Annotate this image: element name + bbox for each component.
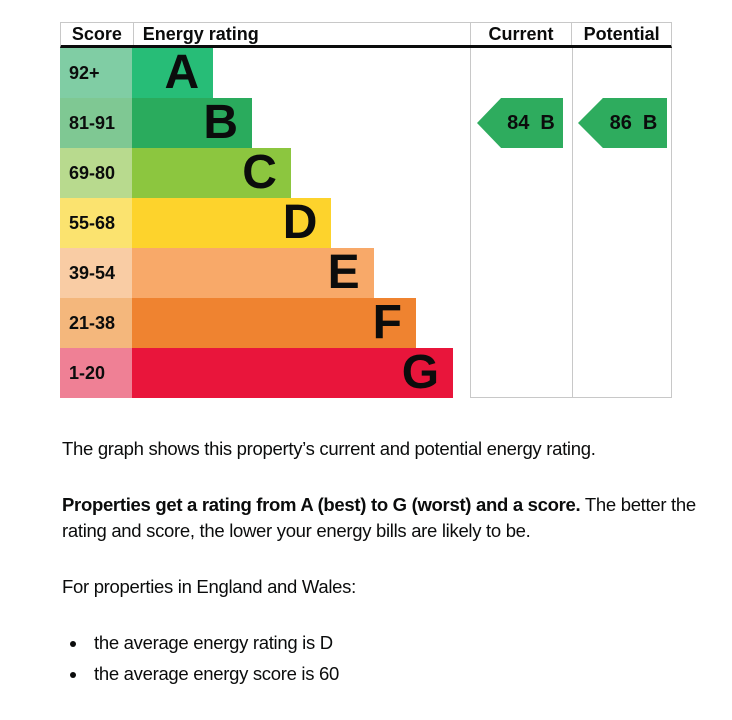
rating-bands: 92+ A 81-91 B 69-80 C 55-68 D 39-54 E 21…: [60, 48, 470, 398]
region-paragraph: For properties in England and Wales:: [62, 575, 356, 597]
energy-rating-column-header: Energy rating: [132, 23, 470, 45]
rating-bar-f: F: [132, 298, 416, 348]
averages-list: the average energy rating is D the avera…: [68, 630, 722, 688]
score-range-label-c: 69-80: [60, 148, 132, 198]
potential-score-value: 86: [609, 111, 632, 134]
intro-paragraph: The graph shows this property’s current …: [62, 438, 596, 459]
band-letter-g: G: [401, 346, 440, 399]
band-letter-a: A: [164, 46, 200, 99]
current-score-value: 84: [507, 111, 530, 134]
potential-rating-letter: B: [642, 111, 658, 134]
description-text: The graph shows this property’s current …: [62, 436, 722, 687]
current-column-header: Current: [469, 23, 572, 45]
band-row-c: 69-80 C: [60, 148, 470, 198]
current-column: 84 B: [470, 48, 572, 398]
chart-body: 92+ A 81-91 B 69-80 C 55-68 D 39-54 E 21…: [60, 48, 672, 398]
rating-bar-e: E: [132, 248, 374, 298]
potential-rating-arrow: 86 B: [578, 98, 667, 148]
list-item-average-score: the average energy score is 60: [88, 661, 722, 687]
rating-explanation-paragraph: Properties get a rating from A (best) to…: [62, 492, 702, 544]
rating-bar-a: A: [132, 46, 214, 99]
rating-bar-b: B: [132, 98, 252, 148]
score-range-label-b: 81-91: [60, 98, 132, 148]
potential-column: 86 B: [572, 48, 672, 398]
score-range-label-f: 21-38: [60, 298, 132, 348]
current-rating-letter: B: [540, 111, 555, 134]
list-item-average-rating: the average energy rating is D: [88, 630, 722, 656]
band-letter-d: D: [282, 196, 318, 249]
rating-bar-c: C: [132, 148, 291, 198]
energy-rating-chart: Score Energy rating Current Potential 92…: [60, 22, 672, 398]
score-range-label-d: 55-68: [60, 198, 132, 248]
band-row-d: 55-68 D: [60, 198, 470, 248]
chart-header-row: Score Energy rating Current Potential: [60, 22, 672, 48]
band-row-f: 21-38 F: [60, 298, 470, 348]
band-row-b: 81-91 B: [60, 98, 470, 148]
band-letter-e: E: [327, 246, 360, 299]
score-range-label-a: 92+: [60, 48, 132, 98]
rating-explanation-bold: Properties get a rating from A (best) to…: [62, 493, 581, 515]
band-letter-b: B: [203, 96, 238, 149]
score-range-label-g: 1-20: [60, 348, 132, 398]
band-row-e: 39-54 E: [60, 248, 470, 298]
band-letter-c: C: [242, 146, 277, 199]
potential-column-header: Potential: [571, 23, 671, 45]
band-letter-f: F: [372, 296, 402, 349]
rating-bar-d: D: [132, 196, 332, 249]
current-rating-arrow: 84 B: [477, 98, 563, 148]
rating-explanation-rest: The better the rating and score, the low…: [62, 493, 696, 541]
band-row-a: 92+ A: [60, 48, 470, 98]
band-row-g: 1-20 G: [60, 348, 470, 398]
rating-bar-g: G: [132, 346, 454, 399]
score-range-label-e: 39-54: [60, 248, 132, 298]
score-column-header: Score: [71, 23, 122, 44]
